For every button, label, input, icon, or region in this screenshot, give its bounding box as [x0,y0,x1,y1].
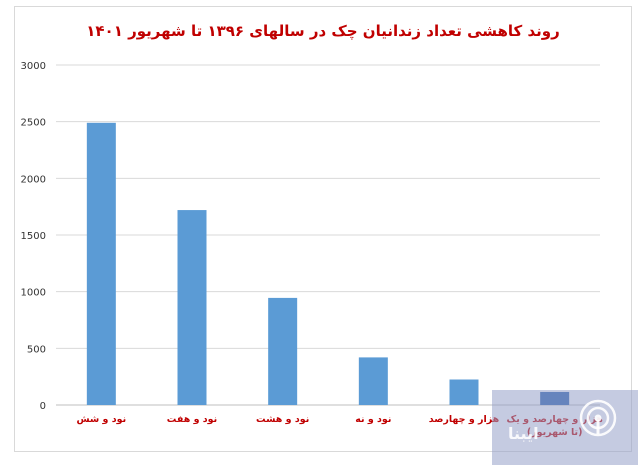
x-category-label: نود و شش [76,414,126,425]
x-category-label: نود و هشت [256,414,309,425]
x-category-label: نود و هفت [167,414,217,425]
y-tick-label: 3000 [21,61,46,72]
y-tick-label: 1500 [21,231,46,242]
y-tick-label: 0 [40,401,46,412]
broadcast-icon [579,399,617,437]
y-tick-label: 2500 [21,118,46,129]
y-tick-label: 1000 [21,288,46,299]
y-axis: 0 500 1000 1500 2000 2500 3000 [21,61,46,412]
bar [86,122,116,406]
bar [268,297,298,405]
watermark-overlay [492,390,638,465]
bar [449,379,479,405]
gridlines [56,64,600,406]
x-category-label: نود و نه [355,414,391,425]
chart-frame [14,6,632,452]
y-tick-label: 2000 [21,174,46,185]
watermark-text: ایبنا [508,424,539,443]
bar [358,357,388,405]
y-tick-label: 500 [27,344,46,355]
x-category-label: هزار و چهارصد [429,414,500,425]
bars [86,122,570,406]
bar [177,210,207,405]
chart-title: روند کاهشی تعداد زندانیان چک در سالهای ۱… [86,22,560,40]
